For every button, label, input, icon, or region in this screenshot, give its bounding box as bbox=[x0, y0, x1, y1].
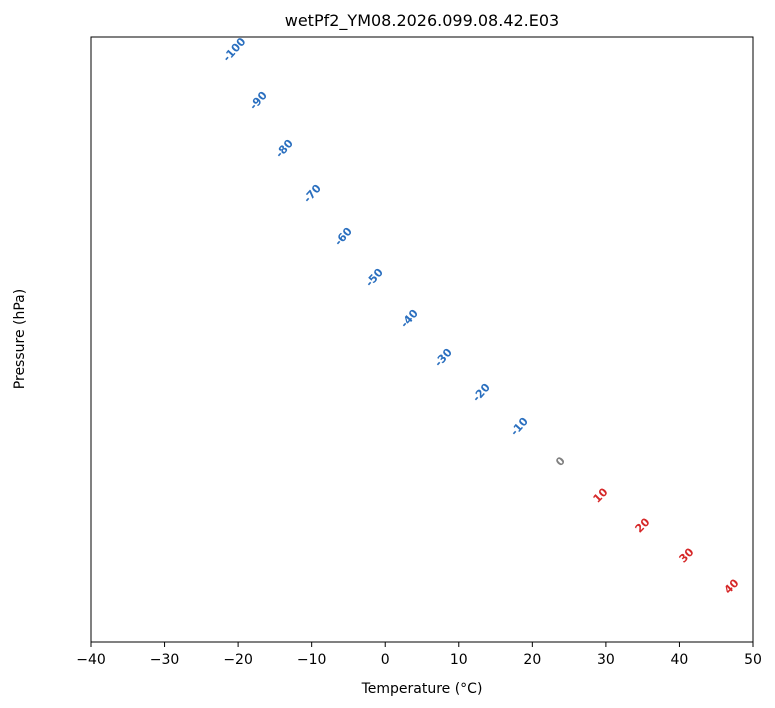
moist-adiabat-labels: 0 10 20 30 40 bbox=[553, 454, 742, 597]
x-tick-label: 30 bbox=[597, 652, 615, 668]
y-axis-label: Pressure (hPa) bbox=[12, 289, 28, 389]
x-tick-label: 50 bbox=[744, 652, 762, 668]
x-tick-label: 20 bbox=[523, 652, 541, 668]
x-tick-label: −40 bbox=[76, 652, 106, 668]
moist-adiabat-label: 10 bbox=[591, 485, 611, 505]
dry-adiabat-label: -50 bbox=[363, 266, 386, 290]
dry-adiabat-label: -40 bbox=[398, 307, 421, 331]
dry-adiabat-label: -100 bbox=[220, 35, 248, 64]
x-tick-label: 40 bbox=[671, 652, 689, 668]
dry-adiabat-label: -70 bbox=[301, 182, 324, 206]
x-tick-label: −20 bbox=[223, 652, 253, 668]
moist-adiabat-label: 40 bbox=[722, 576, 742, 596]
x-tick-label: 0 bbox=[381, 652, 390, 668]
plot-frame bbox=[90, 36, 754, 643]
dry-adiabat-label: -90 bbox=[247, 89, 270, 113]
x-tick-label: −10 bbox=[297, 652, 327, 668]
x-tick-label: 10 bbox=[450, 652, 468, 668]
x-axis-ticks: −40 −30 −20 −10 0 10 20 30 40 50 bbox=[76, 642, 762, 668]
dry-adiabat-label: -30 bbox=[432, 346, 455, 370]
dry-adiabat-label: -60 bbox=[332, 225, 355, 249]
moist-adiabat-label: 0 bbox=[553, 454, 568, 469]
dry-adiabat-label: -20 bbox=[470, 381, 493, 405]
dry-adiabat-label: -80 bbox=[273, 137, 296, 161]
chart-title: wetPf2_YM08.2026.099.08.42.E03 bbox=[285, 11, 559, 31]
x-axis-label: Temperature (°C) bbox=[361, 681, 483, 697]
x-tick-label: −30 bbox=[150, 652, 180, 668]
moist-adiabat-label: 20 bbox=[633, 515, 653, 535]
dry-adiabat-labels: -100 -90 -80-70 -60 -50 -40 -30 -20 -10 bbox=[220, 35, 531, 439]
plot-area: -100 -90 -80-70 -60 -50 -40 -30 -20 -10 0 10 20 30 4… bbox=[220, 35, 742, 597]
moist-adiabat-label: 30 bbox=[677, 545, 697, 565]
dry-adiabat-label: -10 bbox=[508, 415, 531, 439]
